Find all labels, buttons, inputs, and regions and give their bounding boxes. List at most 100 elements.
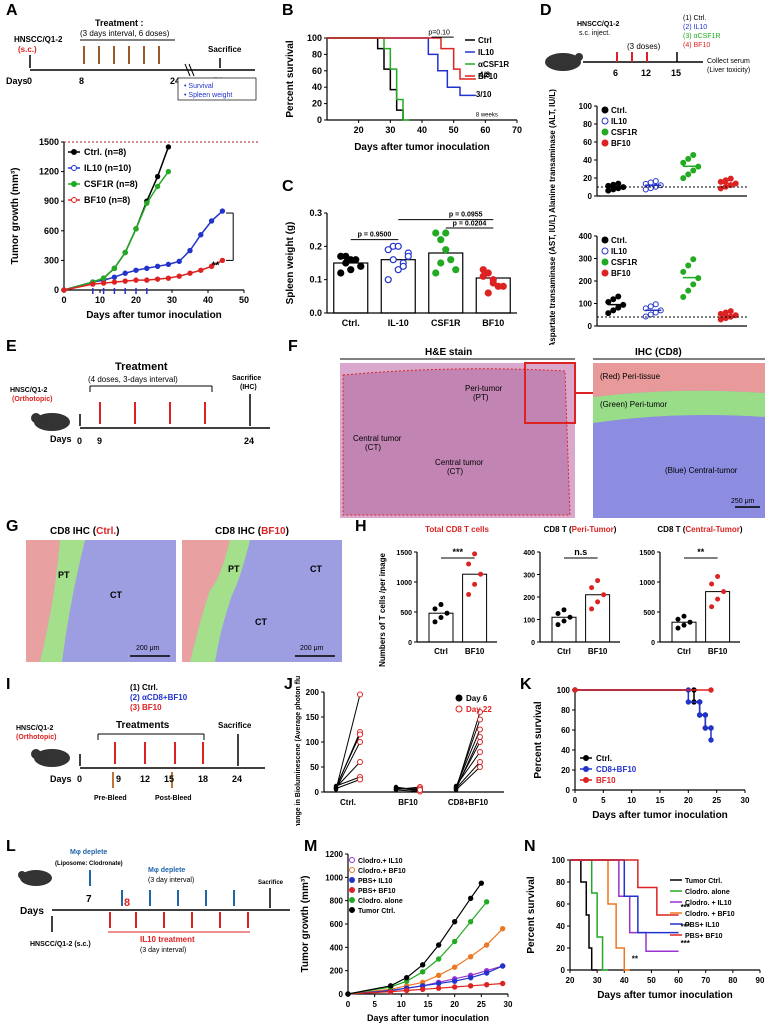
y-tick-label: 80 bbox=[583, 120, 592, 129]
data-point bbox=[708, 687, 714, 693]
data-point bbox=[452, 266, 460, 274]
l-il10-treatment: IL10 treatment bbox=[140, 935, 195, 944]
legend-marker bbox=[601, 117, 609, 125]
panel-f: H&E stain IHC (CD8) Peri-tumor (PT) Cent… bbox=[340, 347, 765, 518]
series-line bbox=[570, 859, 679, 916]
panel-label-i: I bbox=[6, 676, 11, 693]
x-tick-label: 60 bbox=[674, 976, 683, 985]
data-point bbox=[702, 725, 709, 731]
legend-label: Tumor Ctrl. bbox=[685, 878, 722, 885]
legend-label: Tumor Ctrl. bbox=[358, 908, 395, 915]
d-mouse-icon bbox=[545, 53, 581, 71]
data-point bbox=[432, 606, 438, 612]
i-route: (Orthotopic) bbox=[16, 734, 56, 741]
data-point bbox=[451, 984, 458, 990]
data-point bbox=[219, 257, 226, 264]
svg-text:(2) IL10: (2) IL10 bbox=[683, 24, 707, 31]
data-point bbox=[133, 267, 139, 273]
data-point bbox=[680, 159, 687, 166]
series-line bbox=[575, 689, 712, 740]
panel-h: Numbers of T cells /per image Total CD8 … bbox=[378, 525, 743, 667]
data-point bbox=[165, 168, 172, 175]
y-tick-label: 0 bbox=[566, 786, 571, 795]
a-day-24: 24 bbox=[170, 76, 180, 86]
f-scale: 250 μm bbox=[731, 498, 755, 505]
y-tick-label: 200 bbox=[579, 277, 593, 286]
h-chart: CD8 T (Peri-Tumor) 0 100 200 300 400 Ctrl BF10 n… bbox=[523, 525, 620, 656]
x-tick-label: 15 bbox=[656, 796, 665, 805]
y-tick-label: 100 bbox=[306, 738, 320, 747]
day22-point bbox=[477, 759, 483, 765]
data-point bbox=[696, 699, 703, 705]
x-tick-label: 50 bbox=[647, 976, 656, 985]
data-point bbox=[647, 185, 654, 192]
data-point bbox=[647, 303, 654, 310]
i-mouse-icon bbox=[34, 749, 70, 767]
data-point bbox=[467, 974, 474, 981]
panel-e: HNSC/Q1-2 (Orthotopic) Treatment (4 dose… bbox=[10, 361, 270, 446]
data-point bbox=[483, 942, 490, 948]
legend-label: Day 22 bbox=[466, 705, 492, 714]
i-sacrifice: Sacrifice bbox=[218, 721, 252, 730]
category-label: BF10 bbox=[482, 318, 504, 328]
y-tick-label: 60 bbox=[583, 138, 592, 147]
legend-marker bbox=[349, 877, 355, 883]
significance: n.s bbox=[574, 547, 587, 557]
x-tick-label: 70 bbox=[701, 976, 710, 985]
y-tick-label: 0 bbox=[531, 640, 535, 647]
panel-b: 0 20 40 60 80 100 20 30 40 50 60 70 Days after tumor… bbox=[285, 30, 522, 153]
legend-label: αCSF1R bbox=[478, 60, 509, 69]
legend-marker bbox=[601, 236, 609, 244]
x-tick-label: 50 bbox=[449, 125, 459, 135]
y-tick-label: 0 bbox=[408, 640, 412, 647]
data-point bbox=[675, 616, 681, 622]
data-point bbox=[601, 592, 607, 598]
panel-label-a: A bbox=[6, 2, 18, 19]
data-point bbox=[438, 615, 444, 621]
data-point bbox=[165, 144, 172, 150]
data-point bbox=[111, 274, 118, 280]
legend-label: PBS+ IL10 bbox=[685, 922, 720, 929]
panel-label-h: H bbox=[355, 518, 367, 535]
x-tick-label: 40 bbox=[620, 976, 629, 985]
i-day-0: 0 bbox=[77, 774, 82, 784]
data-point bbox=[208, 263, 215, 270]
l-interval: (3 day interval) bbox=[148, 877, 194, 884]
i-days-label: Days bbox=[50, 774, 72, 784]
series-line bbox=[327, 37, 404, 120]
y-tick-label: 800 bbox=[330, 897, 344, 906]
legend-label: IL10 bbox=[611, 247, 628, 256]
data-point bbox=[389, 256, 397, 264]
category-label: BF10 bbox=[708, 647, 728, 656]
x-tick-label: 60 bbox=[480, 125, 490, 135]
k-survival-chart: 0 20 40 60 80 100 0 5 10 15 20 25 30 Days after tumor… bbox=[533, 686, 750, 821]
data-point bbox=[685, 155, 692, 162]
y-tick-label: 40 bbox=[561, 746, 570, 755]
legend-marker bbox=[349, 857, 355, 863]
data-point bbox=[483, 899, 490, 905]
y-tick-label: 0 bbox=[339, 990, 344, 999]
y-axis-label: Alanine transaminase (ALT, IU/L) bbox=[548, 89, 557, 213]
data-point bbox=[685, 262, 692, 269]
legend-label: Clodro.+ IL10 bbox=[358, 858, 403, 865]
i-day-12: 12 bbox=[140, 774, 150, 784]
data-point bbox=[61, 287, 67, 293]
day22-point bbox=[477, 709, 483, 715]
bar bbox=[585, 594, 611, 643]
b-survival-chart: 0 20 40 60 80 100 20 30 40 50 60 70 Days after tumor… bbox=[285, 30, 522, 153]
y-tick-label: 500 bbox=[400, 610, 412, 617]
i-group-2: (2) αCD8+BF10 bbox=[130, 693, 188, 702]
d-doses: (3 doses) bbox=[627, 42, 661, 51]
data-point bbox=[447, 256, 455, 264]
y-tick-label: 0 bbox=[588, 192, 593, 201]
data-point bbox=[483, 970, 490, 976]
data-point bbox=[685, 699, 692, 705]
category-label: Ctrl bbox=[434, 647, 448, 656]
category-label: CD8+BF10 bbox=[448, 798, 489, 807]
data-point bbox=[483, 981, 490, 988]
day22-point bbox=[357, 731, 363, 738]
data-point bbox=[451, 938, 458, 945]
data-point bbox=[133, 226, 139, 232]
data-point bbox=[435, 980, 442, 987]
category-label: BF10 bbox=[465, 647, 485, 656]
